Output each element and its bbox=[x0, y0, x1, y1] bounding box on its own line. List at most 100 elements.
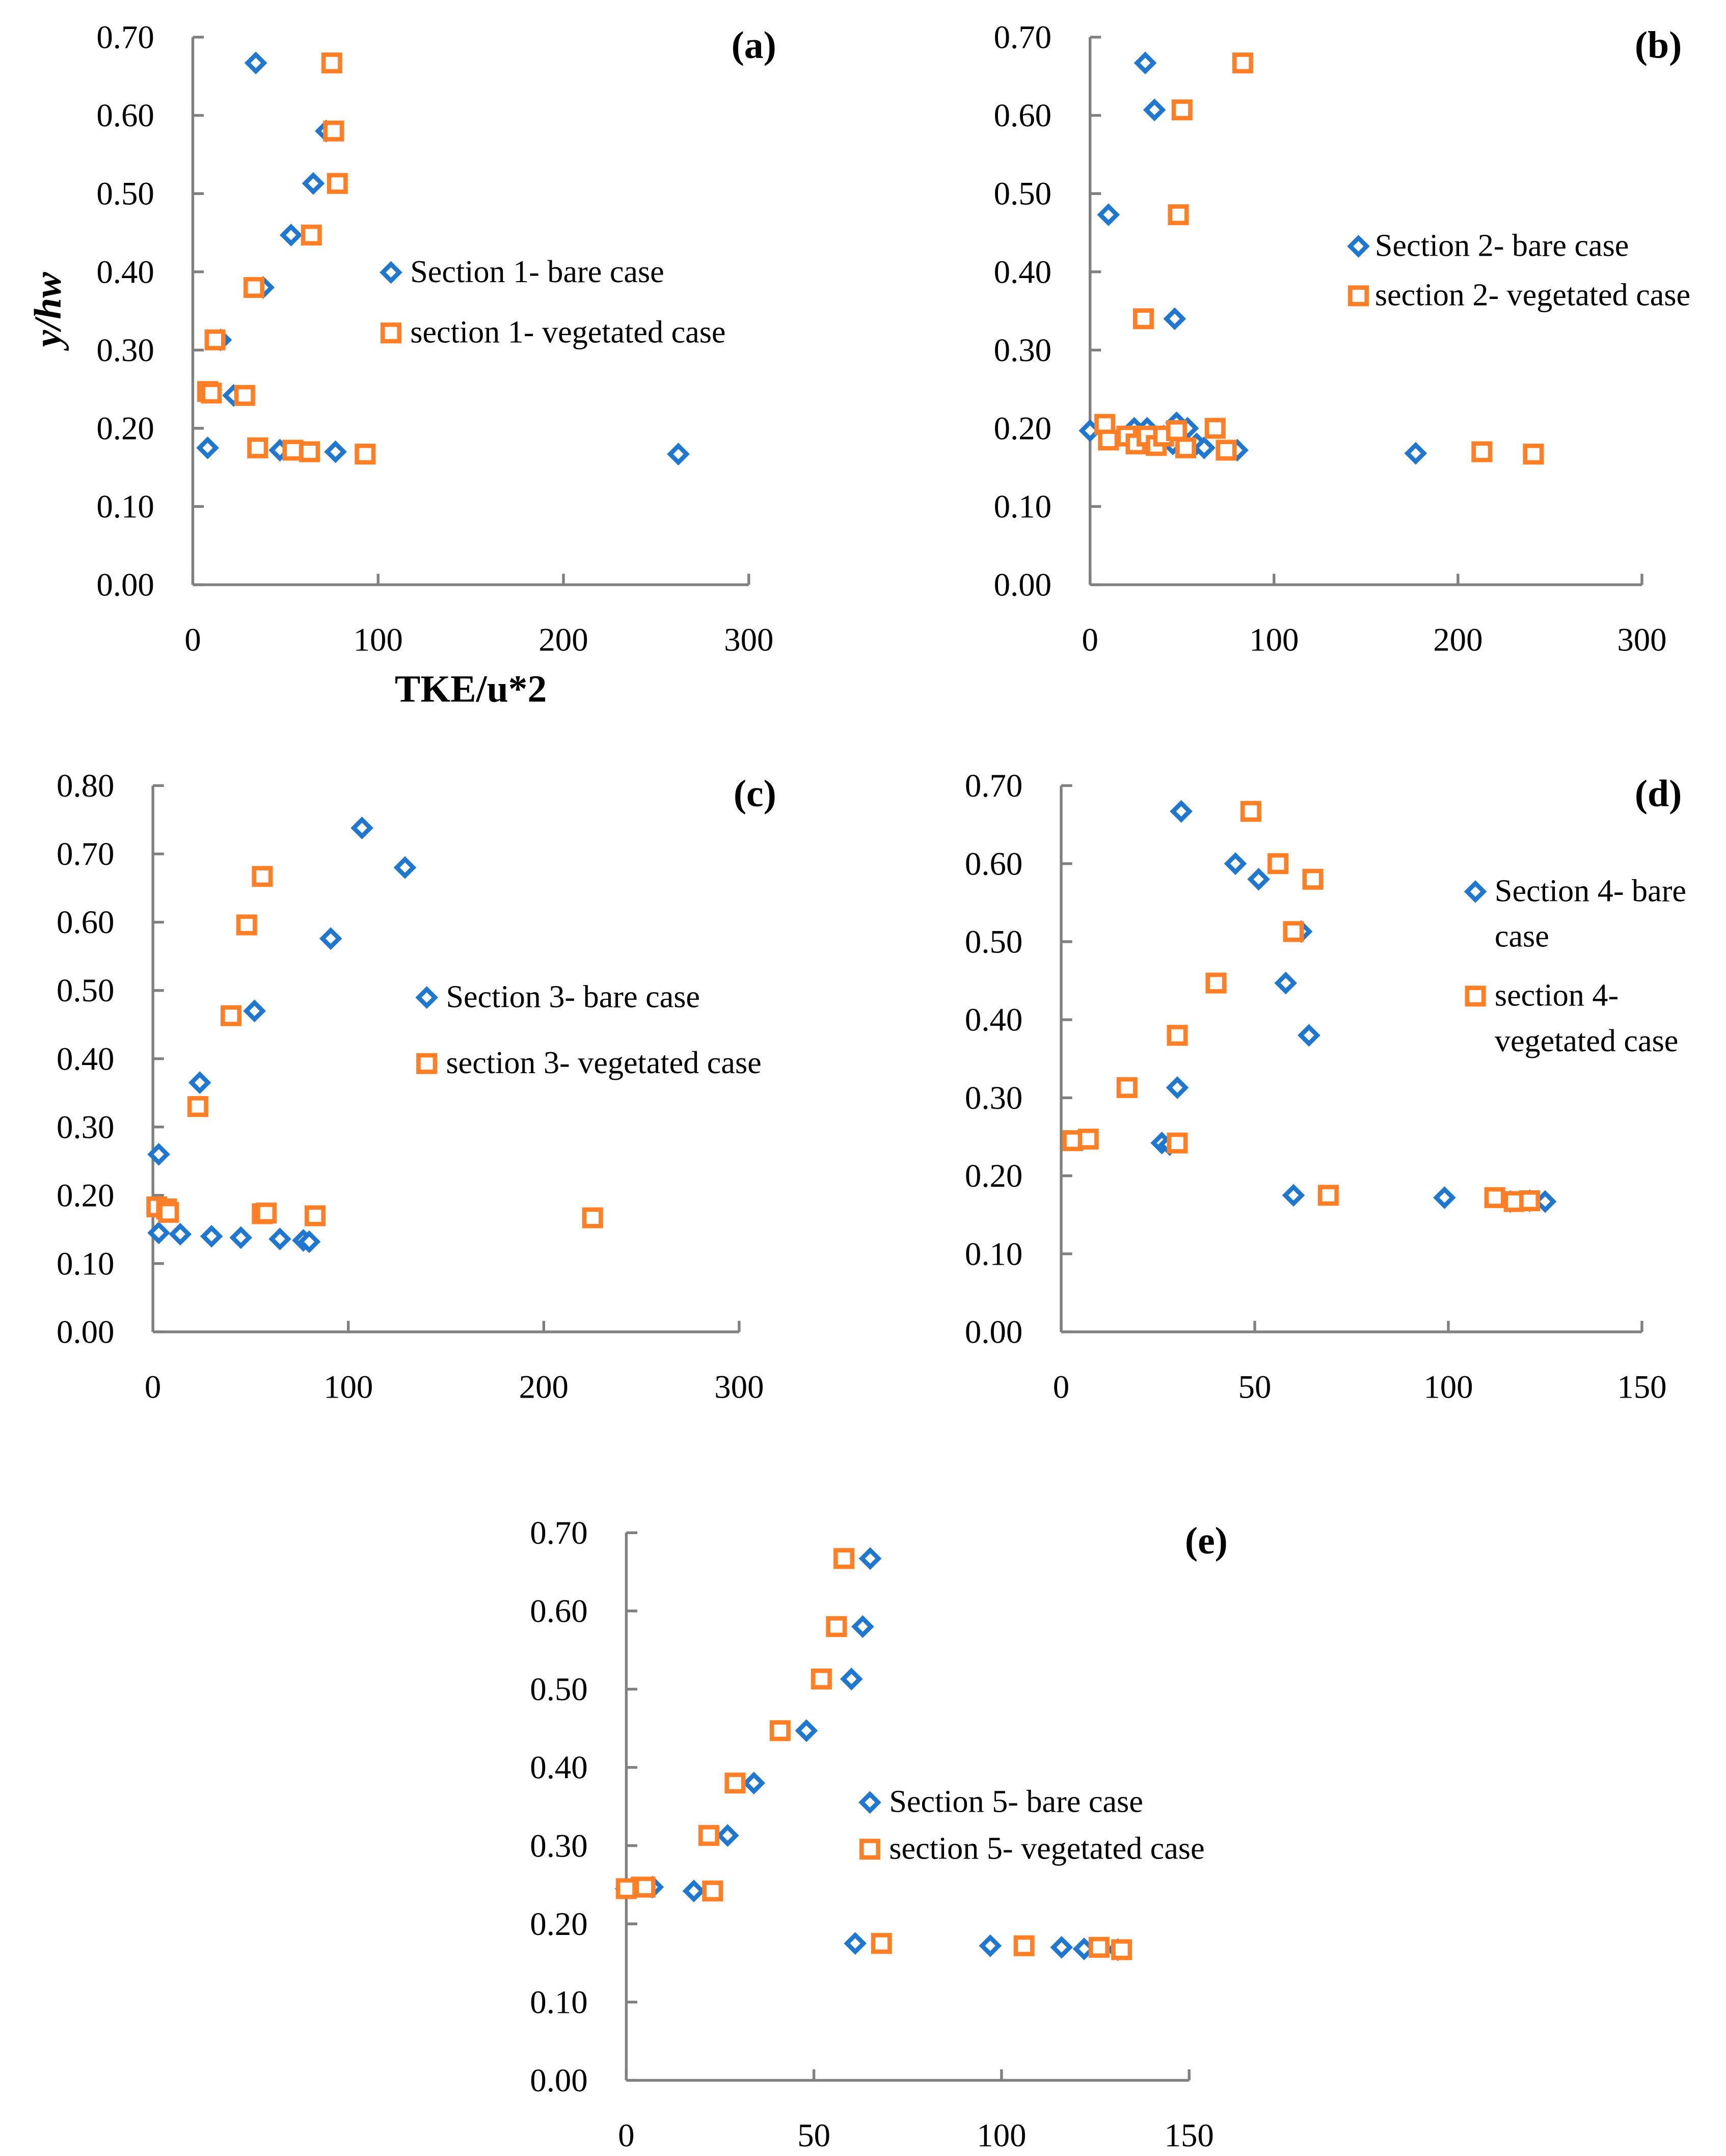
bare-case-point bbox=[1282, 1184, 1305, 1207]
bare-case-point bbox=[1298, 1024, 1320, 1047]
legend-square-icon bbox=[859, 1839, 881, 1860]
bare-case-point bbox=[1404, 442, 1427, 465]
vegetated-case-point bbox=[833, 1548, 855, 1569]
legend-label: section 2- vegetated case bbox=[1375, 278, 1690, 313]
bare-case-point bbox=[302, 172, 325, 195]
vegetated-case-point bbox=[871, 1933, 892, 1954]
vegetated-case-point bbox=[1175, 437, 1197, 458]
bare-case-point bbox=[200, 1224, 223, 1248]
y-tick-label: 0.70 bbox=[96, 19, 154, 56]
bare-case-point bbox=[716, 1824, 739, 1847]
legend-label: Section 2- bare case bbox=[1375, 228, 1629, 263]
y-tick-label: 0.10 bbox=[530, 1984, 587, 2021]
bare-case-point bbox=[229, 1226, 253, 1249]
legend-square-icon bbox=[416, 1053, 438, 1074]
x-tick-label: 100 bbox=[1249, 622, 1299, 659]
vegetated-case-point bbox=[1013, 1935, 1035, 1956]
vegetated-case-point bbox=[1240, 801, 1261, 822]
vegetated-case-point bbox=[355, 444, 376, 465]
vegetated-case-point bbox=[582, 1207, 603, 1229]
vegetated-case-point bbox=[702, 1880, 723, 1902]
x-tick-label: 200 bbox=[538, 622, 588, 659]
vegetated-case-point bbox=[1484, 1187, 1505, 1208]
vegetated-case-point bbox=[236, 914, 257, 936]
bare-case-point bbox=[1166, 1076, 1189, 1099]
x-tick-label: 100 bbox=[1423, 1369, 1473, 1406]
bare-case-point bbox=[1163, 307, 1186, 331]
vegetated-case-point bbox=[1317, 1185, 1339, 1206]
bare-case-point bbox=[1433, 1186, 1456, 1209]
y-tick-label: 0.70 bbox=[994, 19, 1051, 56]
y-tick-label: 0.40 bbox=[994, 254, 1051, 290]
vegetated-case-point bbox=[1077, 1128, 1099, 1150]
legend-diamond-icon bbox=[858, 1791, 881, 1814]
legend-label: Section 3- bare case bbox=[446, 979, 700, 1014]
y-tick-label: 0.00 bbox=[965, 1314, 1022, 1351]
y-tick-label: 0.50 bbox=[994, 176, 1051, 212]
legend-label: case bbox=[1495, 919, 1549, 954]
y-tick-label: 0.40 bbox=[530, 1750, 587, 1786]
legend-label: section 3- vegetated case bbox=[446, 1046, 761, 1080]
bare-case-point bbox=[324, 440, 347, 463]
legend-label: Section 1- bare case bbox=[410, 255, 664, 289]
x-tick-label: 0 bbox=[184, 622, 201, 659]
vegetated-case-point bbox=[256, 1203, 277, 1224]
panel-label: (e) bbox=[1185, 1520, 1228, 1562]
y-tick-label: 0.40 bbox=[96, 254, 154, 290]
x-axis-label: TKE/u*2 bbox=[395, 668, 547, 711]
bare-case-point bbox=[851, 1615, 874, 1638]
vegetated-case-point bbox=[221, 1005, 242, 1026]
y-tick-label: 0.20 bbox=[994, 410, 1051, 447]
bare-case-point bbox=[840, 1668, 863, 1690]
x-tick-label: 200 bbox=[1433, 622, 1482, 659]
vegetated-case-point bbox=[204, 329, 226, 350]
legend-diamond-icon bbox=[415, 986, 438, 1009]
bare-case-point bbox=[795, 1719, 818, 1742]
x-tick-label: 100 bbox=[977, 2117, 1026, 2154]
bare-case-point bbox=[243, 999, 266, 1023]
panel-label: (c) bbox=[734, 773, 776, 815]
bare-case-point bbox=[742, 1771, 766, 1795]
bare-case-point bbox=[196, 436, 219, 459]
bare-case-point bbox=[268, 1227, 291, 1250]
y-tick-label: 0.10 bbox=[994, 488, 1051, 525]
x-tick-label: 0 bbox=[1082, 622, 1098, 659]
chart-panel-3: 0.00 0.10 0.20 0.30 0.40 0.50 0.60 0.70 0.80 0 100… bbox=[57, 768, 776, 1405]
legend-diamond-icon bbox=[1464, 880, 1487, 903]
vegetated-case-point bbox=[811, 1668, 832, 1690]
panel-label: (b) bbox=[1635, 24, 1682, 66]
vegetated-case-point bbox=[252, 866, 273, 887]
y-tick-label: 0.60 bbox=[57, 904, 114, 941]
vegetated-case-point bbox=[1167, 1025, 1188, 1046]
vegetated-case-point bbox=[1171, 99, 1193, 121]
vegetated-case-point bbox=[615, 1878, 637, 1899]
y-tick-label: 0.50 bbox=[57, 972, 114, 1009]
legend-square-icon bbox=[1465, 986, 1486, 1007]
vegetated-case-point bbox=[1283, 921, 1304, 942]
y-tick-label: 0.10 bbox=[965, 1236, 1022, 1272]
vegetated-case-point bbox=[243, 277, 265, 298]
y-tick-label: 0.70 bbox=[965, 768, 1022, 804]
y-tick-label: 0.60 bbox=[994, 97, 1051, 134]
y-tick-label: 0.40 bbox=[965, 1002, 1022, 1039]
bare-case-point bbox=[1143, 98, 1166, 122]
y-tick-label: 0.50 bbox=[965, 923, 1022, 960]
x-tick-label: 300 bbox=[714, 1369, 764, 1406]
y-tick-label: 0.30 bbox=[965, 1080, 1022, 1116]
legend-label: vegetated case bbox=[1495, 1024, 1678, 1058]
bare-case-point bbox=[1274, 971, 1298, 995]
legend-label: Section 4- bare bbox=[1495, 874, 1686, 908]
x-tick-label: 300 bbox=[1617, 622, 1666, 659]
bare-case-point bbox=[350, 816, 373, 839]
x-tick-label: 150 bbox=[1165, 2117, 1214, 2154]
vegetated-case-point bbox=[323, 120, 344, 142]
bare-case-point bbox=[147, 1221, 170, 1244]
vegetated-case-point bbox=[1232, 52, 1253, 74]
vegetated-case-point bbox=[327, 173, 348, 194]
bare-case-point bbox=[682, 1879, 706, 1903]
y-tick-label: 0.80 bbox=[57, 768, 114, 804]
bare-case-point bbox=[858, 1547, 882, 1570]
vegetated-case-point bbox=[1088, 1936, 1110, 1958]
vegetated-case-point bbox=[826, 1616, 847, 1638]
vegetated-case-point bbox=[187, 1096, 208, 1117]
